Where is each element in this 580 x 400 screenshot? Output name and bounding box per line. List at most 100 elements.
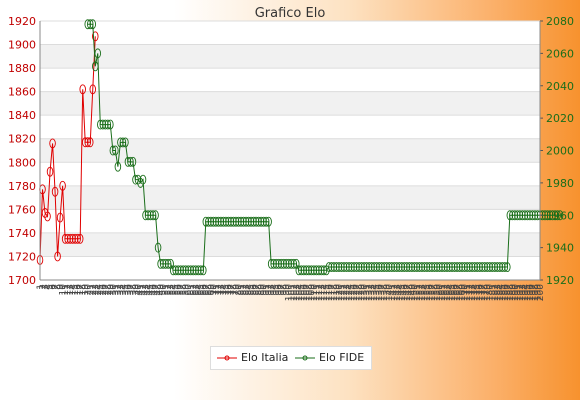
x-tick-label: 15 (71, 284, 81, 295)
x-tick-label: 33 (116, 284, 126, 295)
series-point-1 (94, 48, 102, 59)
x-tick-label: 26 (99, 284, 109, 296)
x-tick-label: 171 (463, 284, 473, 301)
y-left-tick-label: 1800 (8, 156, 36, 169)
x-tick-label: 136 (375, 284, 385, 301)
x-tick-label: 195 (523, 284, 533, 301)
series-point-1 (438, 262, 446, 272)
x-tick-label: 42 (139, 284, 149, 295)
x-tick-label: 79 (232, 284, 242, 296)
x-tick-label: 126 (350, 284, 360, 301)
series-point-1 (385, 262, 393, 272)
series-point-1 (549, 210, 556, 221)
x-tick-label: 77 (227, 284, 237, 295)
x-tick-label: 168 (456, 284, 466, 301)
series-point-0 (66, 233, 74, 244)
x-tick-label: 78 (229, 284, 239, 296)
series-point-1 (174, 265, 182, 276)
x-tick-label: 125 (348, 284, 358, 301)
x-tick-label: 104 (295, 284, 305, 301)
series-point-1 (217, 216, 225, 227)
series-point-1 (182, 265, 189, 276)
x-tick-label: 13 (66, 284, 76, 295)
x-tick-label: 71 (212, 284, 222, 295)
series-point-1 (242, 216, 250, 227)
x-tick-label: 141 (388, 284, 398, 301)
series-point-0 (44, 211, 51, 222)
series-point-1 (305, 265, 313, 276)
x-tick-label: 109 (307, 284, 317, 301)
series-point-1 (330, 262, 338, 272)
x-tick-label: 32 (114, 284, 124, 295)
series-point-1 (298, 265, 305, 276)
x-tick-label: 116 (325, 284, 335, 301)
series-point-1 (275, 258, 282, 269)
x-tick-label: 151 (413, 284, 423, 301)
x-tick-label: 161 (438, 284, 448, 301)
series-point-1 (476, 262, 483, 272)
x-tick-label: 152 (415, 284, 425, 301)
x-tick-label: 122 (340, 284, 350, 301)
series-point-1 (313, 265, 320, 276)
series-point-1 (252, 216, 260, 227)
x-tick-label: 180 (486, 284, 496, 301)
series-point-1 (129, 156, 137, 167)
x-tick-label: 88 (255, 284, 265, 296)
y-right-tick-label: 2040 (546, 80, 574, 93)
y-left-tick-label: 1880 (8, 62, 36, 75)
x-tick-label: 179 (483, 284, 493, 301)
x-tick-label: 27 (101, 284, 111, 295)
x-tick-label: 110 (310, 284, 320, 301)
series-point-1 (499, 262, 506, 272)
series-point-1 (423, 262, 431, 272)
series-point-1 (365, 262, 373, 272)
series-point-1 (393, 262, 401, 272)
series-point-1 (157, 258, 164, 269)
series-point-1 (398, 262, 406, 272)
x-tick-label: 8 (54, 284, 64, 290)
series-point-1 (375, 262, 383, 272)
series-point-1 (260, 216, 267, 227)
x-tick-label: 120 (335, 284, 345, 301)
series-point-1 (107, 119, 114, 130)
series-point-0 (92, 31, 99, 42)
series-point-1 (431, 262, 438, 272)
x-tick-label: 51 (162, 284, 172, 295)
x-tick-label: 137 (378, 284, 388, 301)
series-point-1 (92, 61, 99, 72)
series-point-0 (46, 166, 54, 177)
x-tick-label: 35 (121, 284, 131, 295)
series-point-1 (403, 262, 411, 272)
x-tick-label: 200 (536, 284, 546, 301)
series-point-1 (433, 262, 441, 272)
x-tick-label: 131 (363, 284, 373, 301)
series-point-1 (428, 262, 436, 272)
series-point-0 (59, 180, 66, 191)
y-right-tick-label: 2020 (546, 112, 574, 125)
series-point-1 (411, 262, 418, 272)
series-point-0 (69, 233, 76, 244)
x-tick-label: 155 (423, 284, 433, 301)
x-tick-label: 29 (106, 284, 116, 296)
x-tick-label: 80 (234, 284, 244, 296)
y-left-tick-label: 1900 (8, 39, 36, 52)
series-point-1 (441, 262, 448, 272)
x-tick-label: 128 (355, 284, 365, 301)
x-tick-label: 186 (501, 284, 511, 301)
series-point-1 (257, 216, 265, 227)
x-tick-label: 18 (79, 284, 89, 296)
x-tick-label: 40 (134, 284, 144, 296)
series-point-1 (413, 262, 421, 272)
x-tick-label: 31 (111, 284, 121, 295)
x-tick-label: 37 (126, 284, 136, 295)
series-point-1 (491, 262, 499, 272)
x-tick-label: 133 (368, 284, 378, 301)
x-tick-label: 187 (503, 284, 513, 301)
series-point-1 (89, 19, 97, 30)
x-tick-label: 199 (533, 284, 543, 301)
x-tick-label: 30 (109, 284, 119, 296)
x-tick-label: 175 (473, 284, 483, 301)
series-point-1 (383, 262, 390, 272)
series-point-1 (458, 262, 466, 272)
plot-band (40, 68, 540, 92)
